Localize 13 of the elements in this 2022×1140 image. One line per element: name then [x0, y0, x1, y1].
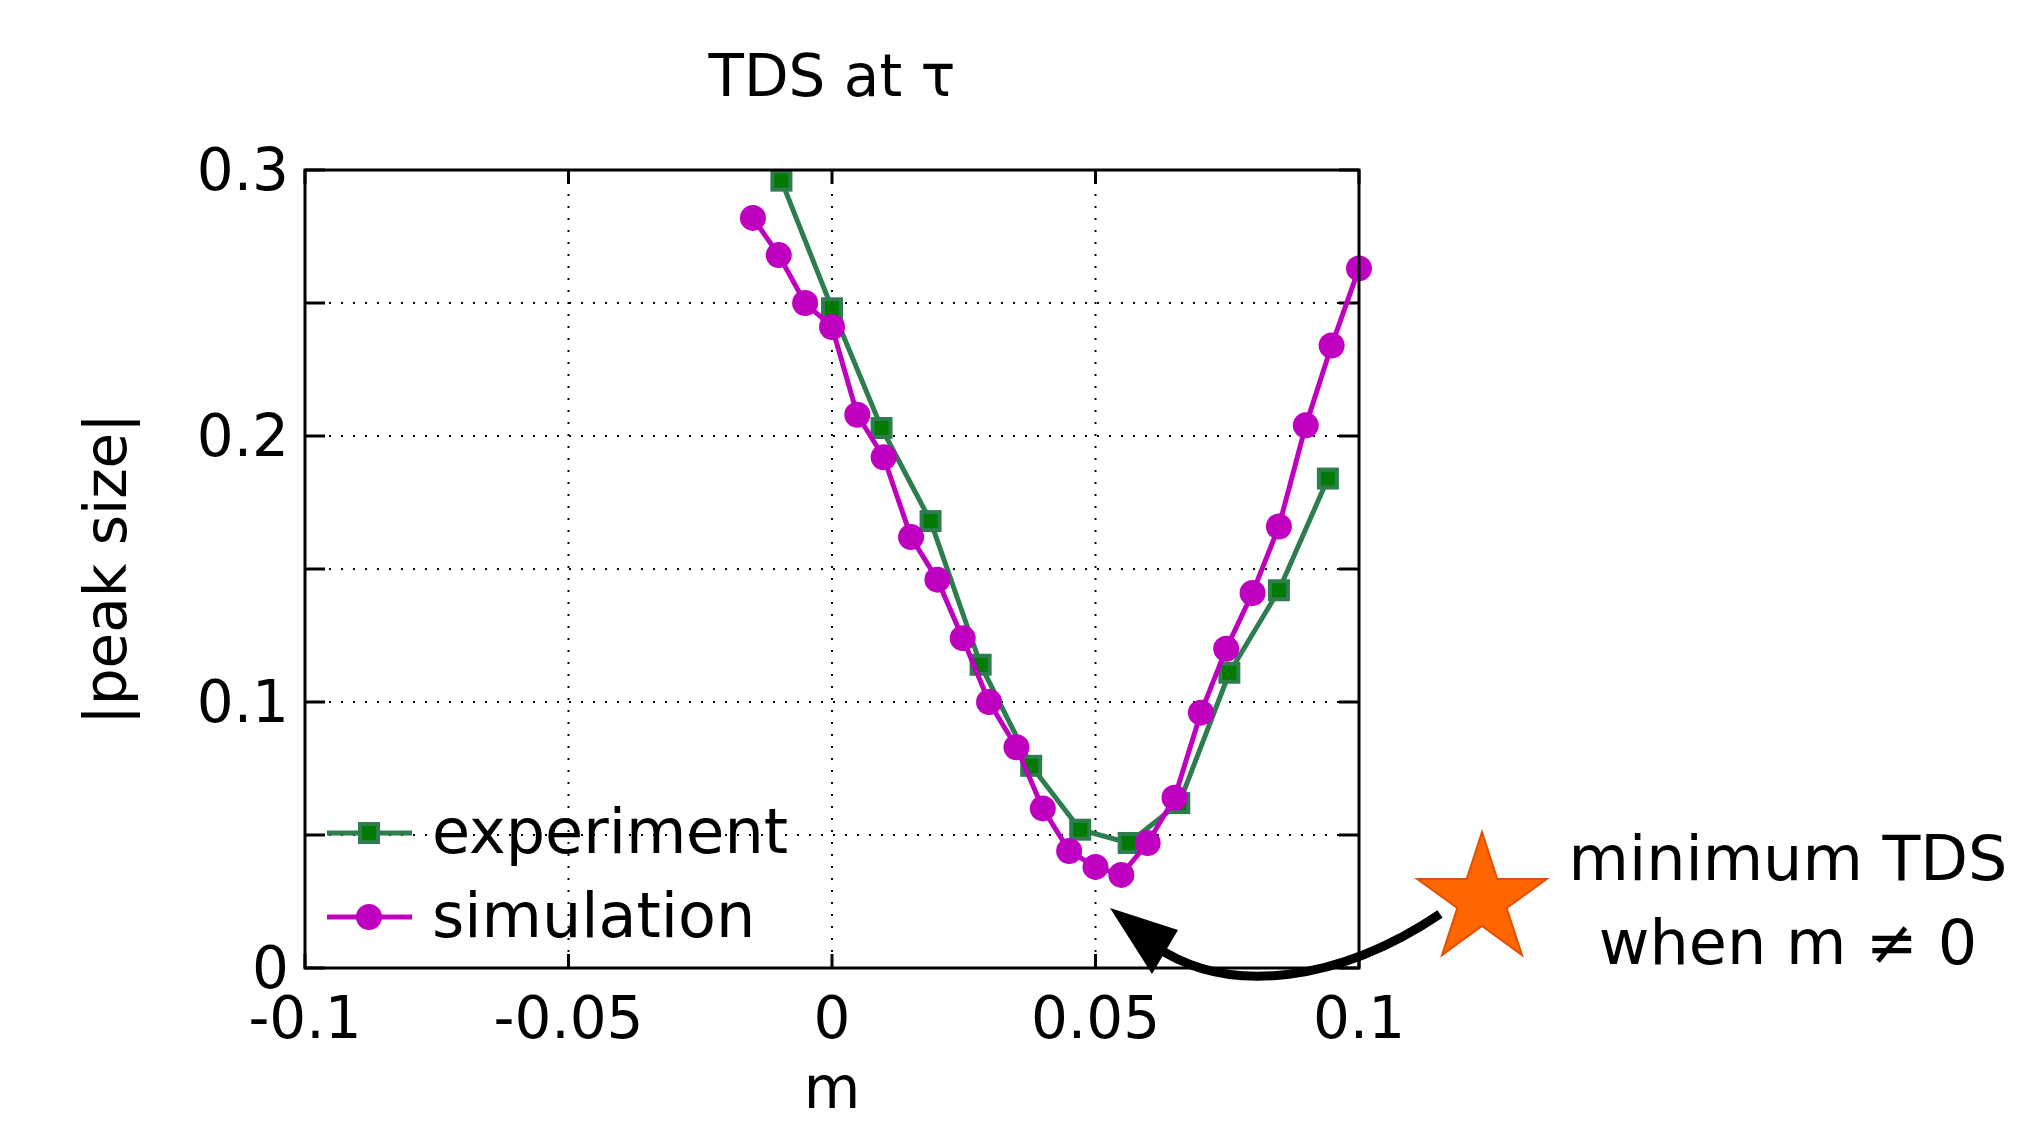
- x-tick-label: 0: [813, 984, 851, 1052]
- y-tick-label: 0.2: [196, 402, 289, 470]
- x-tick-label: -0.05: [493, 984, 644, 1052]
- y-tick-label: 0.1: [196, 668, 289, 736]
- legend-label: experiment: [432, 795, 789, 868]
- x-tick-label: 0.1: [1312, 984, 1406, 1052]
- text: minimum TDS when m ≠ 0: [1568, 822, 2008, 979]
- y-axis-title: |peak size|: [72, 413, 140, 725]
- y-tick-label: 0.3: [196, 136, 289, 204]
- legend-label: simulation: [432, 879, 756, 952]
- chart-title: TDS at τ: [707, 42, 956, 110]
- x-axis-title: m: [803, 1054, 861, 1122]
- x-tick-label: 0.05: [1030, 984, 1161, 1052]
